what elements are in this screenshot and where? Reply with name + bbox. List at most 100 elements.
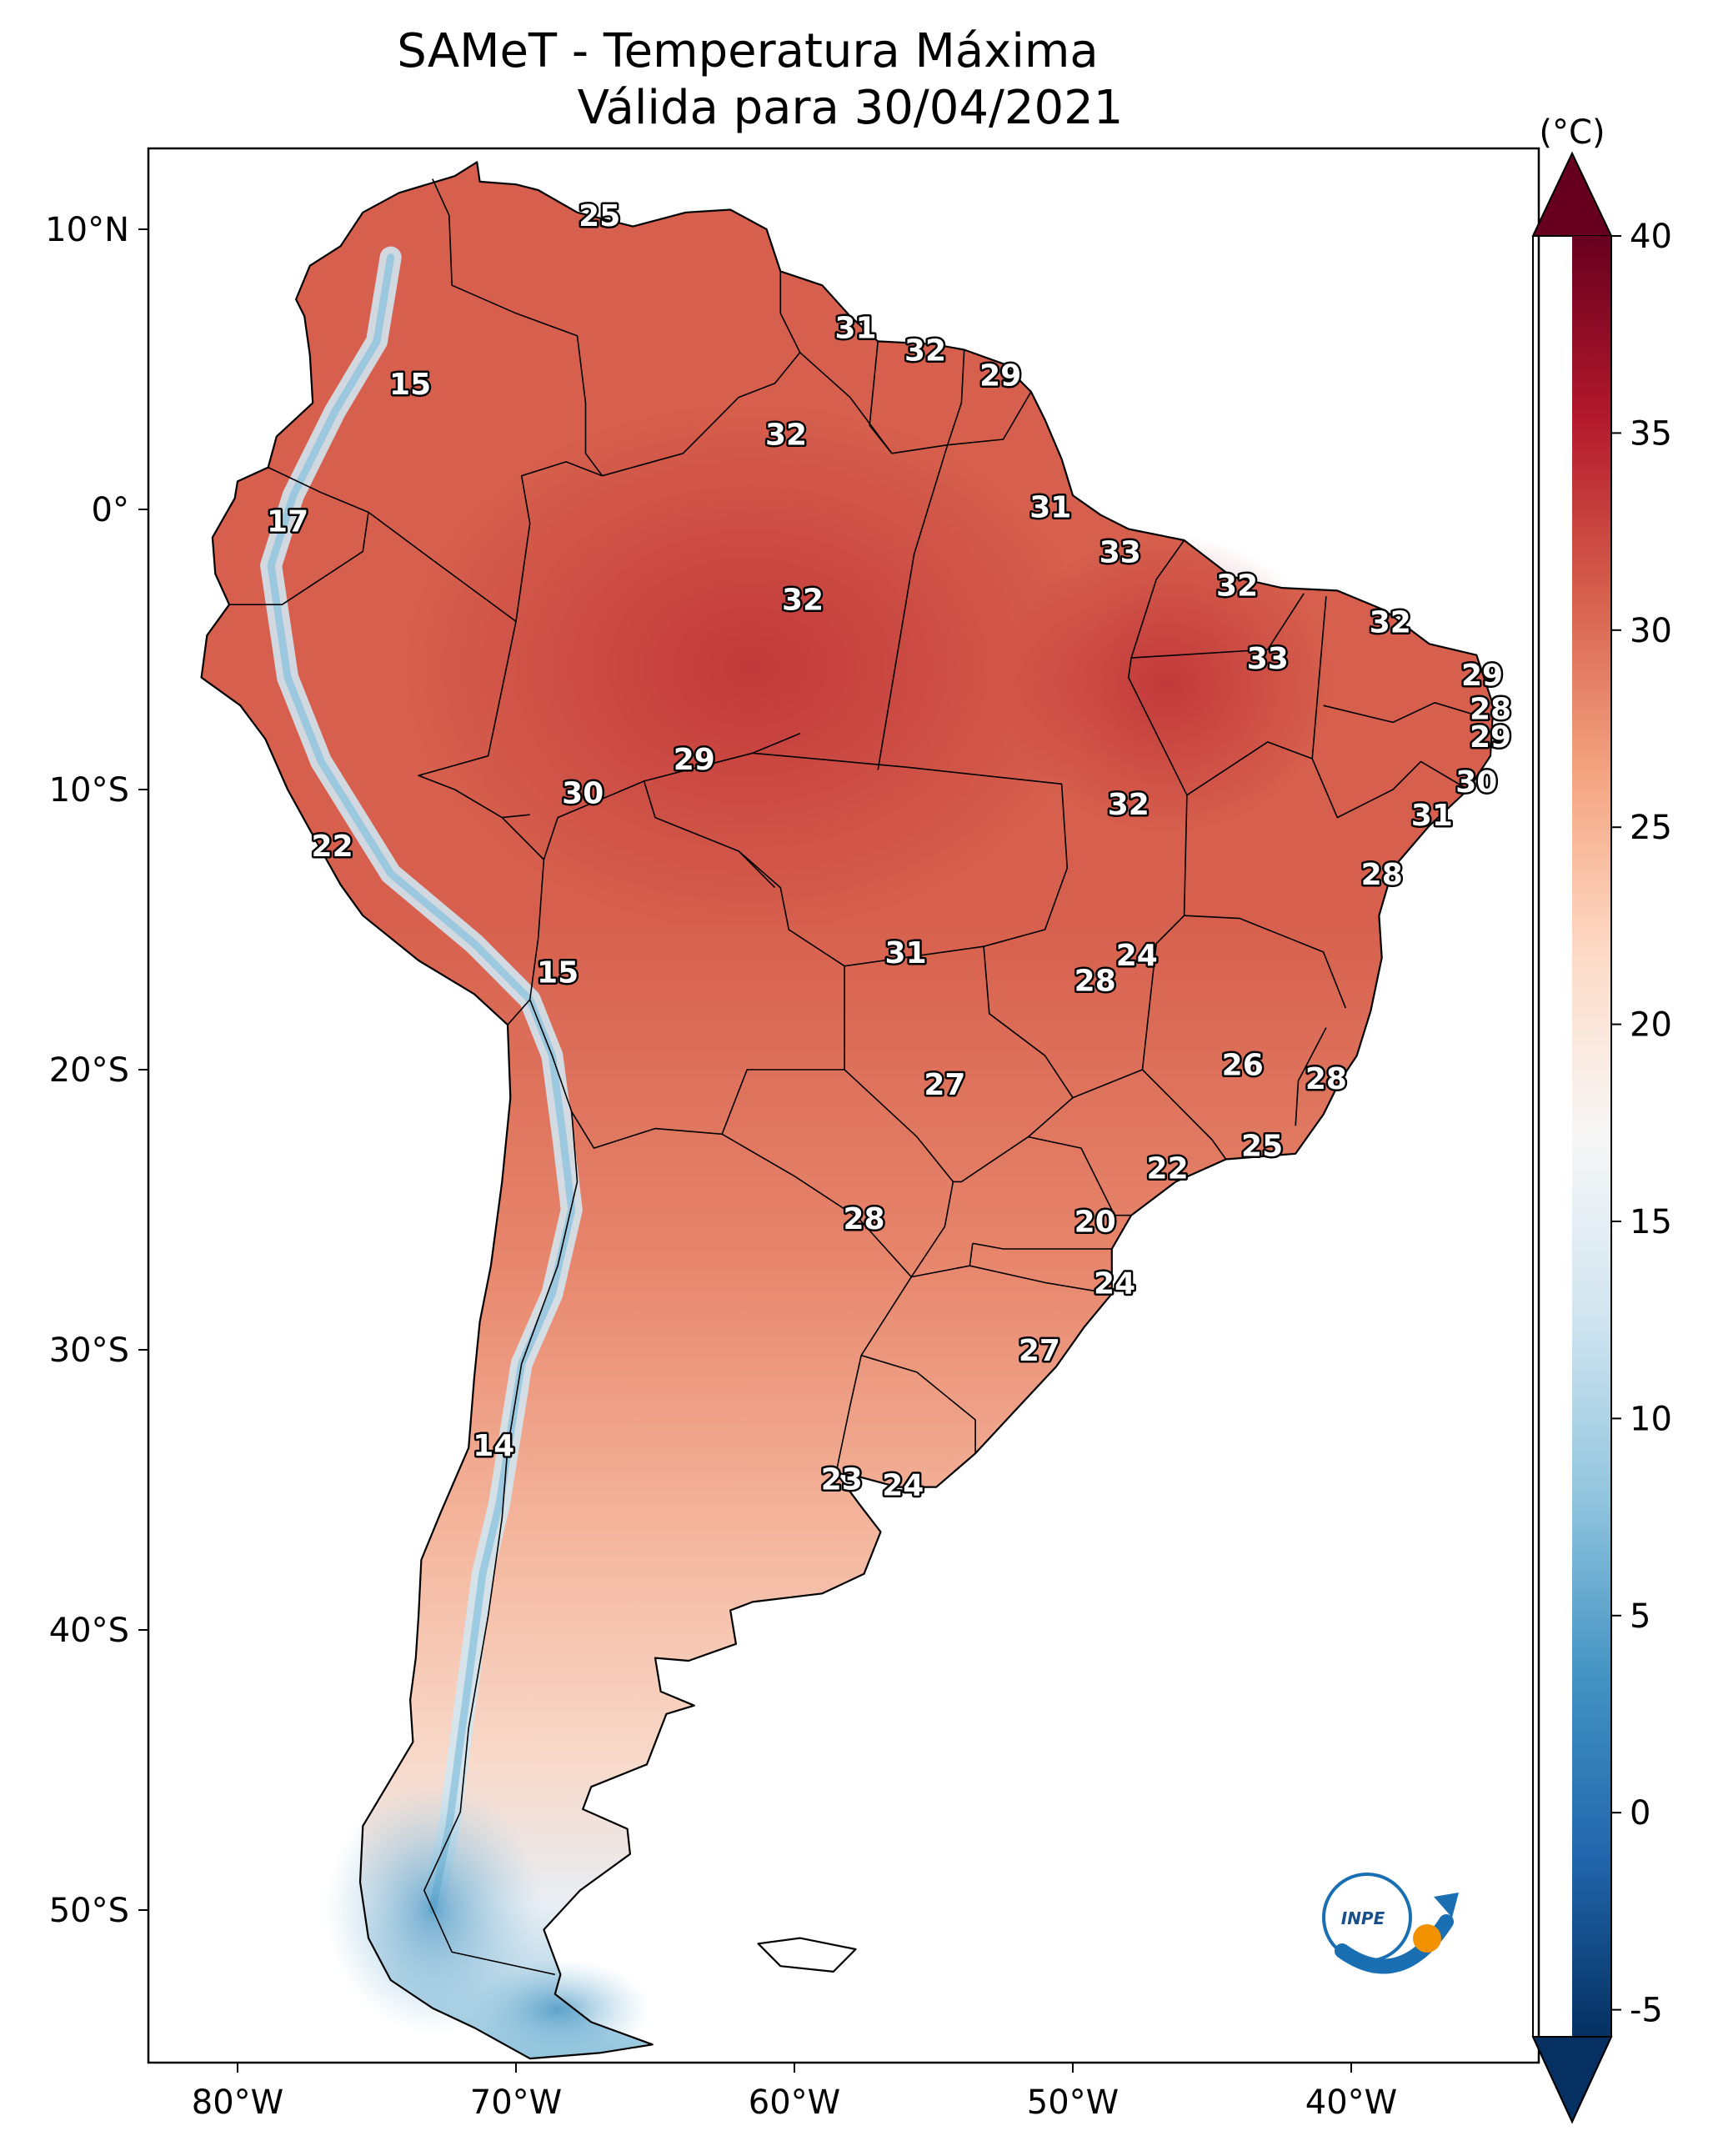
border-line — [515, 461, 603, 622]
border-line — [644, 752, 1069, 967]
border-line — [423, 1111, 579, 1976]
temperature-label: 32 — [782, 584, 824, 618]
map-title-line-1: SAMeT - Temperatura Máxima — [397, 24, 1099, 78]
temperature-label: 29 — [674, 743, 715, 777]
temperature-label: 22 — [1147, 1152, 1189, 1186]
colorbar-tick-label: 0 — [1630, 1794, 1650, 1833]
temperature-label: 29 — [1461, 659, 1503, 693]
temperature-label: 31 — [834, 312, 876, 346]
temperature-label: 31 — [1411, 799, 1453, 833]
temperature-label: 31 — [885, 936, 927, 970]
border-line — [969, 1265, 1112, 1295]
temperature-label: 28 — [1361, 858, 1403, 892]
temperature-label: 15 — [537, 955, 579, 990]
lat-tick-label: 40°S — [49, 1612, 129, 1650]
inpe-logo-text: INPE — [1341, 1908, 1385, 1928]
border-line — [877, 444, 949, 770]
border-line — [1028, 1136, 1132, 1216]
temperature-label: 23 — [821, 1463, 863, 1497]
border-line — [1184, 915, 1347, 1009]
border-line — [432, 178, 604, 477]
temperature-label: 30 — [562, 776, 604, 810]
border-line — [752, 733, 801, 755]
border-line — [229, 466, 369, 605]
border-line — [528, 780, 845, 1149]
colorbar-extend-min — [1531, 2036, 1613, 2124]
temperature-label: 24 — [1094, 1266, 1135, 1301]
lat-tick-label: 20°S — [49, 1051, 129, 1090]
temperature-label: 33 — [1099, 535, 1141, 569]
border-line — [738, 850, 776, 889]
lon-tick-label: 50°W — [1027, 2083, 1119, 2122]
colorbar-tick-label: 30 — [1630, 612, 1672, 650]
border-line — [972, 1242, 1112, 1250]
temperature-label: 20 — [1074, 1205, 1116, 1239]
colorbar-tick-label: 25 — [1630, 809, 1672, 847]
border-line — [947, 391, 1032, 446]
temperature-label: 24 — [1116, 939, 1158, 973]
lat-tick-label: 10°S — [49, 771, 129, 810]
colorbar-tick-label: 40 — [1630, 218, 1672, 256]
temperature-label: 32 — [1370, 605, 1411, 639]
colorbar-tick-label: 15 — [1630, 1203, 1672, 1241]
temperature-label: 28 — [1470, 693, 1511, 727]
colorbar-gradient — [1572, 236, 1611, 2037]
border-line — [799, 349, 965, 454]
temperature-label: 29 — [979, 359, 1021, 394]
colorbar: (°C) 40 35 30 25 20 15 10 5 0 -5 — [1531, 113, 1672, 2124]
lon-tick-label: 80°W — [192, 2083, 283, 2122]
temperature-label: 27 — [1019, 1334, 1060, 1368]
border-line — [1323, 702, 1491, 724]
border-line — [721, 1069, 954, 1278]
temperature-label: 30 — [1455, 765, 1497, 800]
border-line — [602, 271, 801, 477]
border-line — [502, 814, 530, 819]
lat-tick-label: 10°N — [45, 211, 129, 249]
inpe-logo: INPE — [1322, 1873, 1459, 1974]
temperature-label: 32 — [1108, 788, 1150, 822]
map-title-line-2: Válida para 30/04/2021 — [578, 81, 1124, 135]
map-frame — [147, 147, 1540, 2064]
land-temperature-field — [201, 162, 1494, 2059]
temperature-label: 24 — [882, 1468, 924, 1502]
border-line — [368, 511, 545, 1025]
colorbar-extend-max — [1531, 151, 1613, 237]
temperature-label: 28 — [843, 1202, 884, 1236]
temperature-label: 22 — [312, 830, 353, 864]
temperature-label: 29 — [1470, 720, 1511, 755]
coastline — [200, 161, 1495, 2060]
colorbar-tick-label: -5 — [1630, 1992, 1663, 2030]
temperature-label: 15 — [389, 368, 431, 402]
temperature-label: 27 — [924, 1068, 965, 1102]
falkland-islands — [757, 1937, 857, 1973]
temperature-label: 25 — [579, 199, 620, 233]
border-line — [835, 1276, 912, 1473]
temperature-label: 32 — [904, 334, 946, 369]
temperature-label: 31 — [1029, 491, 1071, 525]
border-line — [1311, 596, 1327, 760]
temperature-label: 28 — [1305, 1062, 1347, 1096]
lat-tick-label: 30°S — [49, 1331, 129, 1370]
border-line — [1186, 741, 1469, 819]
lat-tick-label: 0° — [92, 491, 129, 529]
temperature-label: 32 — [1216, 569, 1258, 604]
border-line — [1295, 1027, 1327, 1126]
lon-tick-label: 40°W — [1305, 2083, 1397, 2122]
border-line — [1128, 539, 1188, 1070]
lon-tick-label: 70°W — [470, 2083, 562, 2122]
colorbar-unit: (°C) — [1539, 113, 1605, 152]
longitude-ticks: 80°W 70°W 60°W 50°W 40°W — [192, 2063, 1397, 2122]
country-state-borders — [229, 178, 1491, 1976]
temperature-label: 25 — [1241, 1130, 1283, 1164]
temperature-label: 26 — [1222, 1048, 1264, 1082]
colorbar-tick-label: 35 — [1630, 414, 1672, 453]
latitude-ticks: 10°N 0° 10°S 20°S 30°S 40°S 50°S — [45, 211, 148, 1930]
temperature-label: 33 — [1247, 642, 1289, 676]
temperature-label: 28 — [1074, 965, 1116, 999]
colorbar-tick-label: 10 — [1630, 1400, 1672, 1438]
border-line — [860, 1354, 976, 1454]
border-line — [1072, 1069, 1227, 1160]
